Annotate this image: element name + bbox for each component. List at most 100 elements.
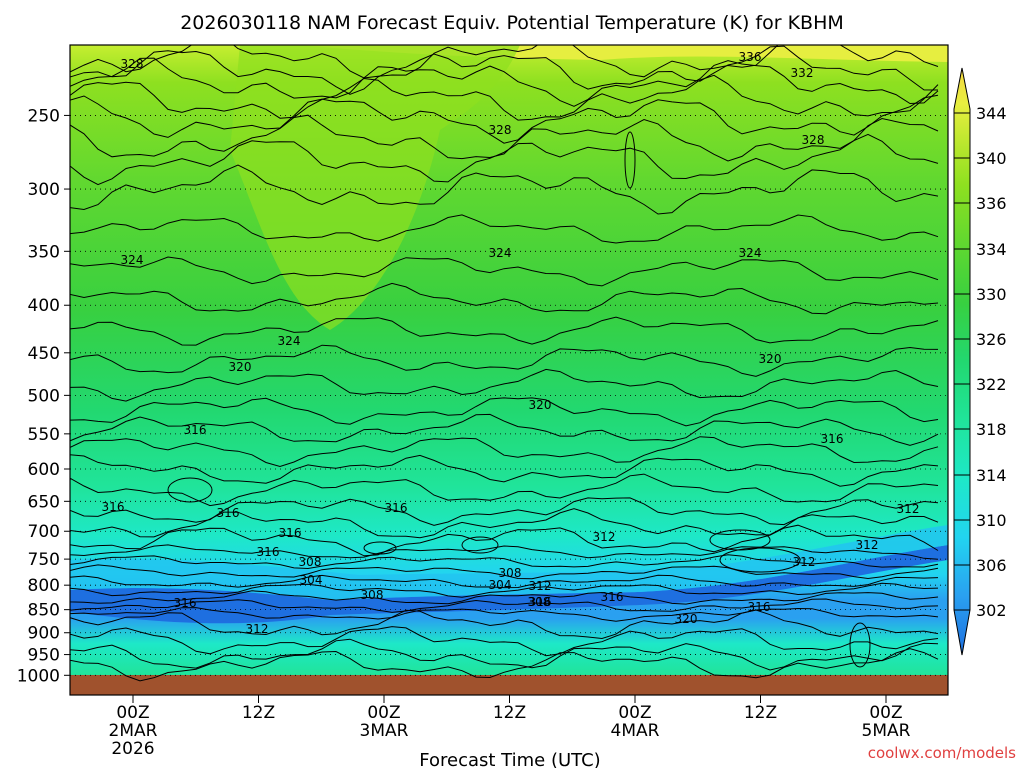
y-tick-label: 750 [28, 550, 60, 570]
x-tick-label: 2MAR [109, 721, 158, 741]
colorbar-tick-label: 334 [976, 240, 1007, 259]
contour-cell [363, 541, 397, 555]
contour-label: 316 [217, 506, 240, 520]
contour-line [70, 413, 939, 446]
colorbar-tick-label: 302 [976, 601, 1007, 620]
y-tick-label: 400 [28, 296, 60, 316]
x-tick-label: 5MAR [862, 721, 911, 741]
contour-label: 308 [528, 595, 551, 609]
y-tick-label: 300 [28, 180, 60, 200]
contour-line [70, 554, 939, 570]
contour-label: 308 [361, 588, 384, 602]
contour-line [70, 45, 939, 79]
y-tick-label: 800 [28, 576, 60, 596]
contour-label: 316 [601, 590, 624, 604]
contour-label: 304 [300, 573, 323, 587]
colorbar-tick-label: 340 [976, 149, 1007, 168]
y-tick-label: 450 [28, 344, 60, 364]
contour-label: 316 [174, 596, 197, 610]
y-tick-label: 700 [28, 522, 60, 542]
credit-text: coolwx.com/models [868, 744, 1016, 762]
colorbar-ticks: 302 306 310 314 318 322 326 330 334 336 340 344 [954, 104, 1007, 620]
contour-line [70, 436, 939, 468]
contour-cell [167, 477, 213, 503]
contour-label: 324 [121, 253, 144, 267]
contour-label: 324 [739, 246, 762, 260]
contour-line [70, 638, 939, 671]
contour-label: 316 [821, 432, 844, 446]
x-tick-label: 3MAR [360, 721, 409, 741]
contour-line [70, 582, 939, 598]
y-tick-label: 250 [28, 106, 60, 126]
contour-label: 324 [278, 334, 301, 348]
contour-label: 312 [856, 538, 879, 552]
contour-line [70, 564, 939, 580]
contour-line [70, 497, 939, 526]
contour-cell [461, 536, 499, 554]
low-level-blue-band [70, 545, 948, 624]
x-tick-label: 12Z [744, 703, 777, 723]
pressure-axis: 250 300 350 400 450 500 550 600 650 700 750 800 850 9… [17, 106, 70, 686]
colorbar: 302 306 310 314 318 322 326 330 334 336 340 344 [953, 67, 1007, 656]
x-tick-label: 2026 [111, 739, 154, 759]
contour-label: 328 [802, 133, 825, 147]
x-axis-label: Forecast Time (UTC) [419, 750, 600, 768]
ground [70, 675, 948, 695]
colorbar-tick-label: 330 [976, 285, 1007, 304]
y-tick-label: 950 [28, 646, 60, 666]
colorbar-tick-label: 344 [976, 104, 1007, 123]
contour-cell [849, 622, 871, 668]
contour-label: 304 [489, 578, 512, 592]
contour-line [70, 74, 939, 121]
x-tick-label: 00Z [367, 703, 400, 723]
contour-lines [70, 45, 939, 682]
contour-line [70, 609, 939, 640]
contour-line [70, 598, 939, 613]
contour-line [70, 397, 939, 427]
contour-label: 336 [739, 50, 762, 64]
contour-line [70, 45, 939, 95]
contour-line [70, 316, 939, 346]
colorbar-body [953, 67, 971, 656]
y-tick-label: 850 [28, 601, 60, 621]
contour-line [70, 164, 939, 215]
contour-line [70, 524, 939, 557]
y-tick-label: 1000 [17, 666, 60, 686]
contour-line [70, 214, 939, 244]
contour-label: 320 [675, 612, 698, 626]
contour-label: 316 [385, 501, 408, 515]
contour-label: 308 [299, 555, 322, 569]
contour-line [70, 256, 939, 287]
colorbar-tick-label: 310 [976, 511, 1007, 530]
chart-title: 2026030118 NAM Forecast Equiv. Potential… [180, 12, 844, 34]
contour-label: 320 [229, 360, 252, 374]
contour-line [70, 454, 939, 487]
contour-line [70, 57, 939, 107]
contour-line [70, 648, 939, 682]
contour-label: 316 [529, 595, 552, 609]
contour-label: 316 [748, 600, 771, 614]
contour-label: 316 [184, 423, 207, 437]
x-tick-label: 12Z [242, 703, 275, 723]
contour-line [70, 590, 939, 605]
y-tick-label: 350 [28, 242, 60, 262]
colorbar-tick-label: 318 [976, 420, 1007, 439]
colorbar-tick-label: 336 [976, 194, 1007, 213]
contour-label: 312 [897, 502, 920, 516]
x-tick-label: 00Z [116, 703, 149, 723]
contour-label: 324 [489, 246, 512, 260]
colorbar-tick-label: 322 [976, 375, 1007, 394]
contour-label: 316 [279, 526, 302, 540]
contour-cell [719, 547, 801, 573]
contour-label: 312 [246, 622, 269, 636]
colorbar-tick-label: 306 [976, 556, 1007, 575]
contour-label: 312 [593, 530, 616, 544]
x-tick-label: 12Z [493, 703, 526, 723]
colorbar-tick-label: 326 [976, 330, 1007, 349]
contour-line [70, 344, 939, 377]
contour-label: 320 [529, 398, 552, 412]
contour-line [70, 607, 939, 622]
